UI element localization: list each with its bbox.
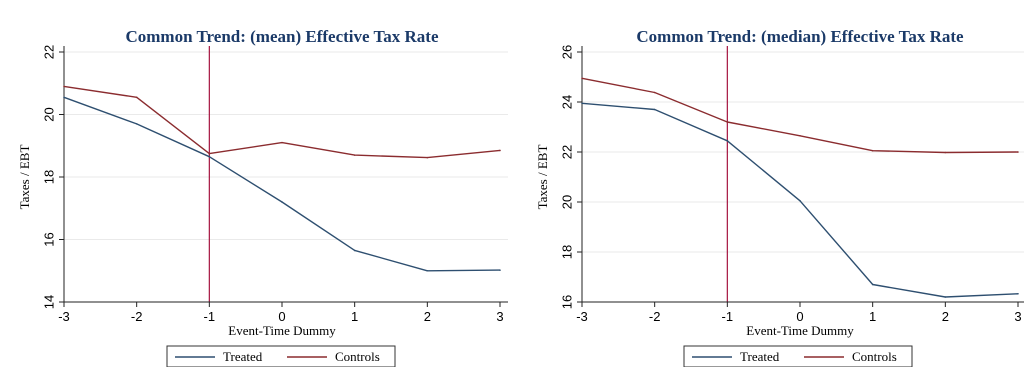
x-tick-label: -2 <box>649 309 661 324</box>
data-point-treated <box>135 123 138 125</box>
x-tick-label: 0 <box>796 309 803 324</box>
data-point-treated <box>653 108 656 111</box>
x-tick-label: -1 <box>722 309 734 324</box>
x-axis-label: Event-Time Dummy <box>746 323 854 338</box>
x-tick-label: -2 <box>131 309 143 324</box>
legend: Treated Controls <box>683 345 913 367</box>
data-point-controls <box>208 152 211 155</box>
data-point-controls <box>871 149 874 152</box>
x-tick-label: -1 <box>204 309 216 324</box>
y-tick-label: 16 <box>41 232 56 246</box>
data-point-treated <box>944 296 947 298</box>
y-axis-label: Taxes / EBT <box>535 145 550 210</box>
y-tick-label: 16 <box>559 295 574 309</box>
data-point-controls <box>499 149 501 152</box>
data-point-controls <box>581 77 583 80</box>
data-point-treated <box>499 269 501 271</box>
data-point-treated <box>426 269 429 272</box>
data-point-controls <box>726 121 729 123</box>
y-tick-label: 18 <box>559 245 574 259</box>
data-point-treated <box>581 102 583 105</box>
legend: Treated Controls <box>166 345 396 367</box>
data-point-treated <box>281 201 283 203</box>
data-point-controls <box>653 91 656 94</box>
y-tick-label: 22 <box>559 145 574 159</box>
chart-panel-1: Common Trend: (mean) Effective Tax Rate 1… <box>17 27 508 367</box>
data-point-controls <box>353 154 356 156</box>
y-tick-label: 26 <box>559 45 574 59</box>
series-line-treated <box>63 96 501 272</box>
data-point-treated <box>1017 292 1019 295</box>
data-point-treated <box>871 283 874 286</box>
legend-label: Controls <box>852 349 897 364</box>
data-point-controls <box>135 96 138 99</box>
chart-title: Common Trend: (median) Effective Tax Rat… <box>636 27 964 46</box>
x-axis-label: Event-Time Dummy <box>228 323 336 338</box>
x-tick-label: -3 <box>576 309 588 324</box>
y-tick-label: 20 <box>559 195 574 209</box>
y-tick-label: 20 <box>41 107 56 121</box>
legend-label: Treated <box>223 349 263 364</box>
data-point-controls <box>63 85 65 88</box>
data-point-treated <box>353 249 356 252</box>
x-tick-label: 1 <box>351 309 358 324</box>
y-tick-label: 18 <box>41 170 56 184</box>
data-point-treated <box>726 139 729 142</box>
x-tick-label: 2 <box>942 309 949 324</box>
data-point-controls <box>799 134 801 137</box>
legend-box <box>166 345 396 367</box>
legend-box <box>683 345 913 367</box>
chart-panel-2: Common Trend: (median) Effective Tax Rat… <box>535 27 1024 367</box>
x-tick-label: 1 <box>869 309 876 324</box>
series-line-controls <box>63 85 501 159</box>
x-tick-label: 3 <box>496 309 503 324</box>
data-point-treated <box>63 96 65 99</box>
legend-label: Treated <box>740 349 780 364</box>
data-point-controls <box>944 151 947 154</box>
x-tick-label: 0 <box>278 309 285 324</box>
y-tick-label: 14 <box>41 295 56 309</box>
y-tick-label: 24 <box>559 95 574 109</box>
y-tick-label: 22 <box>41 45 56 59</box>
legend-label: Controls <box>335 349 380 364</box>
x-tick-label: 3 <box>1014 309 1021 324</box>
data-point-treated <box>799 199 801 202</box>
chart-title: Common Trend: (mean) Effective Tax Rate <box>125 27 439 46</box>
x-tick-label: 2 <box>424 309 431 324</box>
data-point-controls <box>426 156 429 159</box>
x-tick-label: -3 <box>58 309 70 324</box>
data-point-controls <box>1017 151 1019 153</box>
data-point-controls <box>281 141 283 144</box>
series-line-controls <box>581 77 1019 154</box>
y-axis-label: Taxes / EBT <box>17 145 32 210</box>
data-point-treated <box>208 155 211 158</box>
